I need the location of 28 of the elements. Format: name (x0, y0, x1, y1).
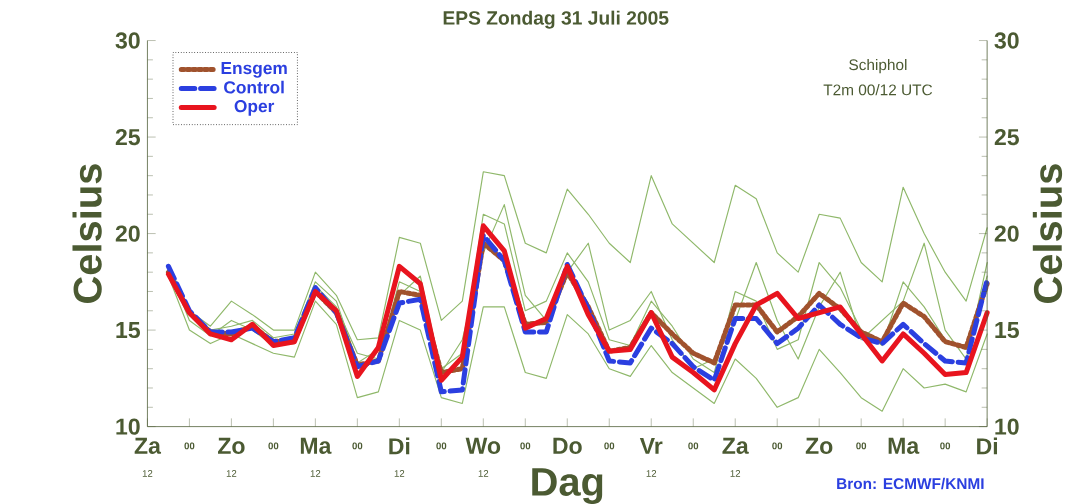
x-tick-label: Zo (218, 437, 245, 455)
y-tick-label: 30 (115, 32, 140, 49)
x-tick-label: Di (389, 437, 410, 455)
x-tick-label: Vr (639, 438, 663, 454)
y-tick-label: 15 (116, 322, 140, 339)
x-tick-label: Wo (465, 437, 501, 455)
y-tick-label: 25 (115, 128, 140, 146)
y2-axis-title: Celsius (1032, 164, 1063, 303)
y2-tick-label: 20 (994, 225, 1019, 242)
y2-tick-label: 30 (994, 32, 1019, 49)
x-tick-label: Za (134, 437, 162, 455)
x-tick-label: Ma (300, 437, 332, 455)
x-axis-title: Dag (532, 468, 603, 504)
y2-tick-label: 15 (995, 322, 1019, 339)
x-tick-label: Zo (805, 437, 833, 455)
x-tick-label: Ma (888, 437, 920, 455)
x-tick-label: Za (722, 437, 749, 455)
chart-title: EPS Zondag 31 Juli 2005 (443, 10, 669, 29)
y-tick-label: 20 (115, 225, 140, 242)
legend-label: Control (224, 80, 284, 94)
y-tick-label: 10 (116, 418, 140, 435)
y-axis-title: Celsius (72, 164, 102, 303)
x-tick-label: Do (553, 437, 582, 455)
y2-tick-label: 10 (995, 418, 1019, 435)
y2-tick-label: 25 (994, 128, 1019, 146)
legend-label: Ensgem (221, 62, 287, 78)
x-tick-label: Di (977, 437, 998, 455)
legend-label: Oper (234, 100, 275, 116)
